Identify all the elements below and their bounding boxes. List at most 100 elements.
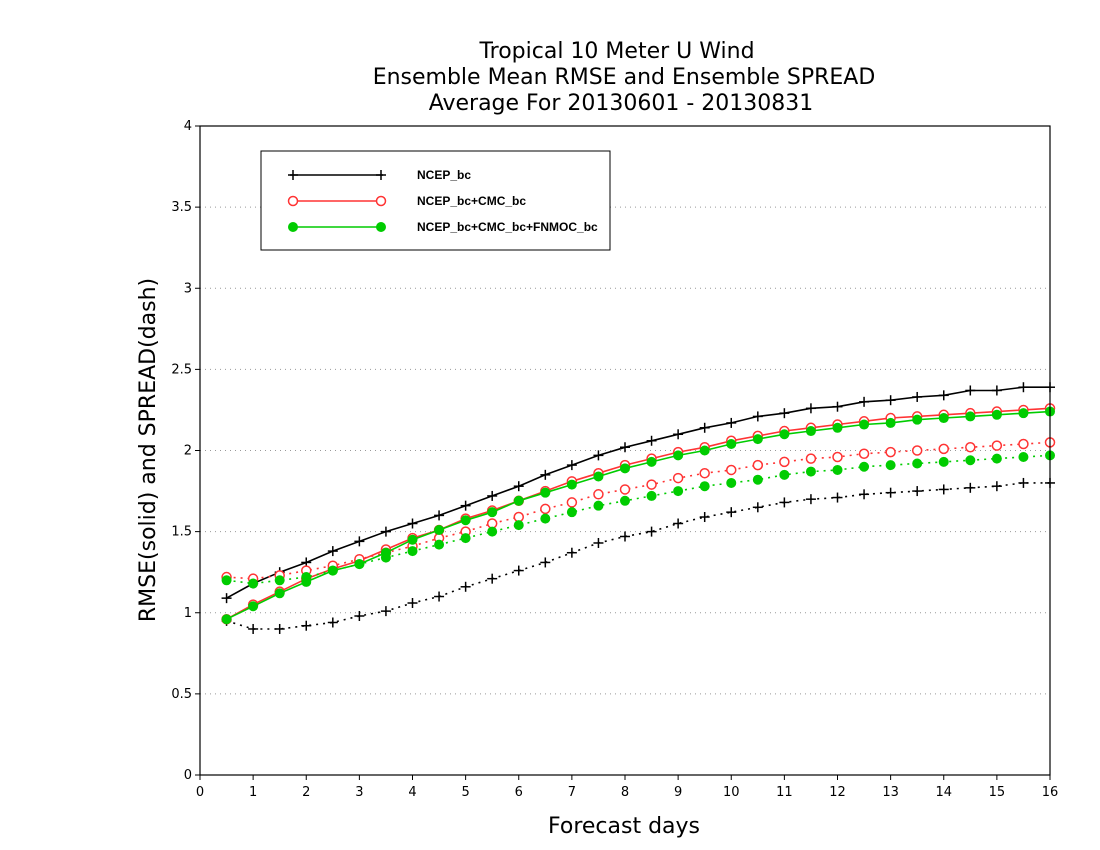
plus-marker <box>832 401 843 412</box>
plus-marker <box>805 494 816 505</box>
plus-marker <box>1018 477 1029 488</box>
plus-marker <box>991 481 1002 492</box>
filled-circle-marker <box>566 507 577 518</box>
legend-item: NCEP_bc+CMC_bc+FNMOC_bc <box>288 220 598 234</box>
filled-circle-marker <box>434 539 445 550</box>
filled-circle-marker <box>832 464 843 475</box>
filled-circle-marker <box>965 411 976 422</box>
filled-circle-marker <box>274 575 285 586</box>
series-layer <box>221 382 1056 634</box>
plus-marker <box>354 610 365 621</box>
y-tick-label: 3 <box>184 281 192 296</box>
plus-marker <box>487 490 498 501</box>
series-0 <box>221 382 1055 634</box>
open-circle-marker <box>699 467 710 479</box>
plus-marker <box>354 536 365 547</box>
plus-marker <box>752 502 763 513</box>
legend-label: NCEP_bc <box>417 168 471 182</box>
plus-marker <box>376 170 386 180</box>
plus-marker <box>620 531 630 542</box>
plus-marker <box>221 593 232 604</box>
filled-circle-marker <box>460 533 471 544</box>
filled-circle-marker <box>380 552 391 563</box>
plus-marker <box>407 518 418 529</box>
filled-circle-marker <box>646 456 657 467</box>
open-circle-marker <box>938 443 949 455</box>
plus-marker <box>566 460 577 471</box>
filled-circle-marker <box>248 578 259 589</box>
plus-marker <box>859 489 870 500</box>
filled-circle-marker <box>354 559 365 570</box>
filled-circle-marker <box>487 526 498 537</box>
open-circle-marker <box>566 497 578 508</box>
plus-marker <box>699 512 710 523</box>
open-circle-marker <box>540 503 551 515</box>
plus-marker <box>513 565 524 576</box>
plus-marker <box>566 547 577 558</box>
plus-marker <box>752 411 763 422</box>
filled-circle-marker <box>540 487 551 498</box>
series-line-spread <box>226 441 1051 580</box>
x-tick-label: 4 <box>408 785 416 800</box>
plus-marker <box>726 507 737 518</box>
x-tick-label: 11 <box>776 785 793 800</box>
plus-marker <box>327 546 338 557</box>
plus-marker <box>938 484 949 495</box>
x-tick-label: 9 <box>674 785 682 800</box>
plus-marker <box>885 487 896 498</box>
filled-circle-marker <box>513 495 524 506</box>
filled-circle-marker <box>965 455 976 466</box>
y-axis-label: RMSE(solid) and SPREAD(dash) <box>136 278 161 622</box>
x-tick-label: 14 <box>935 785 952 800</box>
x-tick-label: 13 <box>882 785 899 800</box>
x-axis: 0 1 2 3 4 5 6 7 8 9 10 11 12 13 14 15 16 <box>196 775 1058 800</box>
title-line-1: Tropical 10 Meter U Wind <box>478 39 754 64</box>
x-tick-label: 3 <box>355 785 363 800</box>
filled-circle-marker <box>912 414 923 425</box>
open-circle-marker <box>885 446 896 458</box>
plus-marker <box>965 385 976 396</box>
filled-circle-marker <box>938 456 949 467</box>
x-tick-label: 10 <box>723 785 740 800</box>
plus-marker <box>380 526 391 537</box>
series-line-rmse <box>226 410 1051 620</box>
plus-marker <box>288 170 298 180</box>
legend-item: NCEP_bc <box>288 168 471 182</box>
open-circle-marker <box>646 479 657 490</box>
filled-circle-marker <box>620 495 630 506</box>
y-tick-label: 1.5 <box>171 525 192 540</box>
series-line-spread <box>226 454 1051 585</box>
filled-circle-marker <box>248 601 259 612</box>
plus-marker <box>593 450 604 461</box>
y-tick-label: 2.5 <box>171 362 192 377</box>
open-circle-marker <box>858 448 870 459</box>
plus-marker <box>620 442 630 453</box>
filled-circle-marker <box>460 515 471 526</box>
filled-circle-marker <box>832 422 843 433</box>
filled-circle-marker <box>699 445 710 456</box>
plus-marker <box>673 429 684 440</box>
x-tick-label: 16 <box>1042 785 1059 800</box>
plus-marker <box>699 422 710 433</box>
open-circle-marker <box>752 459 764 471</box>
filled-circle-marker <box>779 429 790 440</box>
y-tick-label: 4 <box>184 119 192 134</box>
open-circle-marker <box>991 440 1003 451</box>
filled-circle-marker <box>646 490 657 501</box>
x-tick-label: 1 <box>249 785 257 800</box>
x-tick-label: 15 <box>989 785 1006 800</box>
chart-title: Tropical 10 Meter U Wind Ensemble Mean R… <box>373 39 876 116</box>
open-circle-marker <box>672 472 684 484</box>
x-axis-label: Forecast days <box>548 814 700 839</box>
filled-circle-marker <box>407 534 418 545</box>
plus-marker <box>646 435 657 446</box>
filled-circle-marker <box>885 460 896 471</box>
plus-marker <box>407 598 418 609</box>
filled-circle-marker <box>221 614 232 625</box>
filled-circle-marker <box>991 409 1002 420</box>
open-circle-marker <box>287 195 299 207</box>
filled-circle-marker <box>805 466 816 477</box>
series-line-rmse <box>226 407 1051 620</box>
filled-circle-marker <box>593 471 604 482</box>
